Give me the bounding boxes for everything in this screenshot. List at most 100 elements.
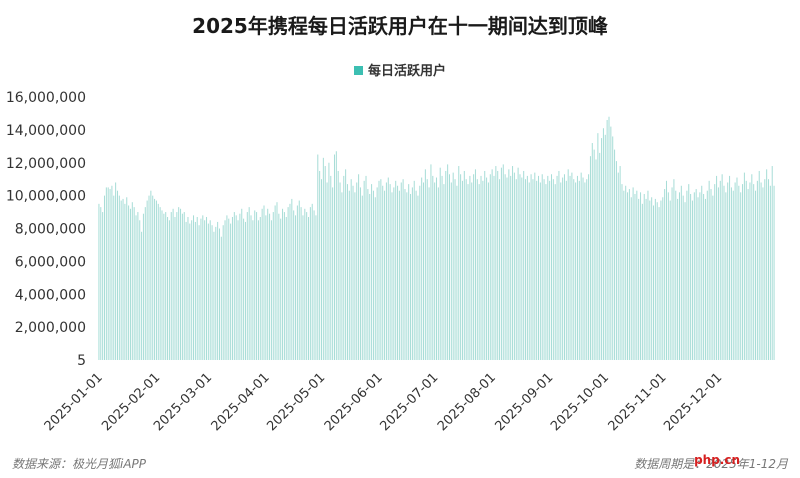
bar[interactable] — [686, 190, 688, 360]
bar[interactable] — [404, 189, 406, 360]
bar[interactable] — [610, 126, 612, 360]
bar[interactable] — [220, 236, 222, 360]
bar[interactable] — [543, 179, 545, 360]
bar[interactable] — [714, 184, 716, 360]
bar[interactable] — [367, 189, 369, 360]
bar[interactable] — [217, 221, 219, 360]
bar[interactable] — [682, 195, 684, 360]
bar[interactable] — [252, 220, 254, 360]
bar[interactable] — [300, 207, 302, 360]
bar[interactable] — [769, 185, 771, 360]
bar[interactable] — [716, 175, 718, 360]
bar[interactable] — [421, 177, 423, 360]
bar[interactable] — [322, 157, 324, 360]
bar[interactable] — [235, 215, 237, 360]
bar[interactable] — [578, 180, 580, 360]
bar[interactable] — [742, 184, 744, 360]
bar[interactable] — [228, 218, 230, 360]
bar[interactable] — [606, 120, 608, 360]
bar[interactable] — [628, 189, 630, 360]
bar[interactable] — [428, 187, 430, 360]
bar[interactable] — [261, 208, 263, 360]
bar[interactable] — [738, 185, 740, 360]
bar[interactable] — [649, 200, 651, 360]
bar[interactable] — [243, 218, 245, 360]
bar[interactable] — [452, 172, 454, 360]
bar[interactable] — [387, 177, 389, 360]
bar[interactable] — [538, 175, 540, 360]
bar[interactable] — [604, 134, 606, 360]
bar[interactable] — [473, 174, 475, 360]
bar[interactable] — [389, 184, 391, 360]
bar[interactable] — [191, 220, 193, 360]
bar[interactable] — [747, 189, 749, 360]
bar[interactable] — [519, 174, 521, 360]
bar[interactable] — [623, 190, 625, 360]
bar[interactable] — [771, 166, 773, 360]
bar[interactable] — [554, 184, 556, 360]
bar[interactable] — [589, 156, 591, 360]
bar[interactable] — [489, 174, 491, 360]
bar[interactable] — [699, 192, 701, 360]
bar[interactable] — [734, 182, 736, 360]
bar[interactable] — [706, 190, 708, 360]
bar[interactable] — [282, 208, 284, 360]
bar[interactable] — [398, 190, 400, 360]
bar[interactable] — [410, 193, 412, 360]
bar[interactable] — [469, 175, 471, 360]
bar[interactable] — [563, 174, 565, 360]
bar[interactable] — [525, 179, 527, 360]
bar[interactable] — [727, 182, 729, 360]
bar[interactable] — [504, 174, 506, 360]
bar[interactable] — [569, 175, 571, 360]
bar[interactable] — [417, 195, 419, 360]
bar[interactable] — [285, 216, 287, 360]
bar[interactable] — [274, 205, 276, 360]
bar[interactable] — [408, 184, 410, 360]
bar[interactable] — [447, 164, 449, 360]
bar[interactable] — [602, 128, 604, 360]
bar[interactable] — [512, 166, 514, 360]
bar[interactable] — [107, 187, 109, 360]
bar[interactable] — [643, 193, 645, 360]
bar[interactable] — [654, 198, 656, 360]
bar[interactable] — [669, 200, 671, 360]
bar[interactable] — [582, 177, 584, 360]
bar[interactable] — [133, 207, 135, 360]
bar[interactable] — [465, 179, 467, 360]
bar[interactable] — [111, 185, 113, 360]
bar[interactable] — [280, 218, 282, 360]
bar[interactable] — [333, 154, 335, 360]
bar[interactable] — [588, 174, 590, 360]
bar[interactable] — [295, 215, 297, 360]
bar[interactable] — [239, 213, 241, 360]
bar[interactable] — [272, 212, 274, 360]
bar[interactable] — [328, 162, 330, 360]
bar[interactable] — [638, 198, 640, 360]
bar[interactable] — [491, 169, 493, 360]
bar[interactable] — [393, 187, 395, 360]
bar[interactable] — [213, 231, 215, 360]
bar[interactable] — [257, 220, 259, 360]
bar[interactable] — [198, 225, 200, 360]
bar[interactable] — [313, 210, 315, 360]
bar[interactable] — [424, 169, 426, 360]
bar[interactable] — [141, 231, 143, 360]
bar[interactable] — [269, 213, 271, 360]
bar[interactable] — [567, 169, 569, 360]
bar[interactable] — [684, 202, 686, 360]
bar[interactable] — [259, 216, 261, 360]
bar[interactable] — [178, 207, 180, 360]
bar[interactable] — [102, 212, 104, 360]
bar[interactable] — [732, 190, 734, 360]
bar[interactable] — [456, 185, 458, 360]
bar[interactable] — [352, 185, 354, 360]
bar[interactable] — [743, 172, 745, 360]
bar[interactable] — [691, 200, 693, 360]
bar[interactable] — [256, 212, 258, 360]
bar[interactable] — [645, 198, 647, 360]
bar[interactable] — [150, 190, 152, 360]
bar[interactable] — [226, 215, 228, 360]
bar[interactable] — [667, 192, 669, 360]
bar[interactable] — [167, 216, 169, 360]
